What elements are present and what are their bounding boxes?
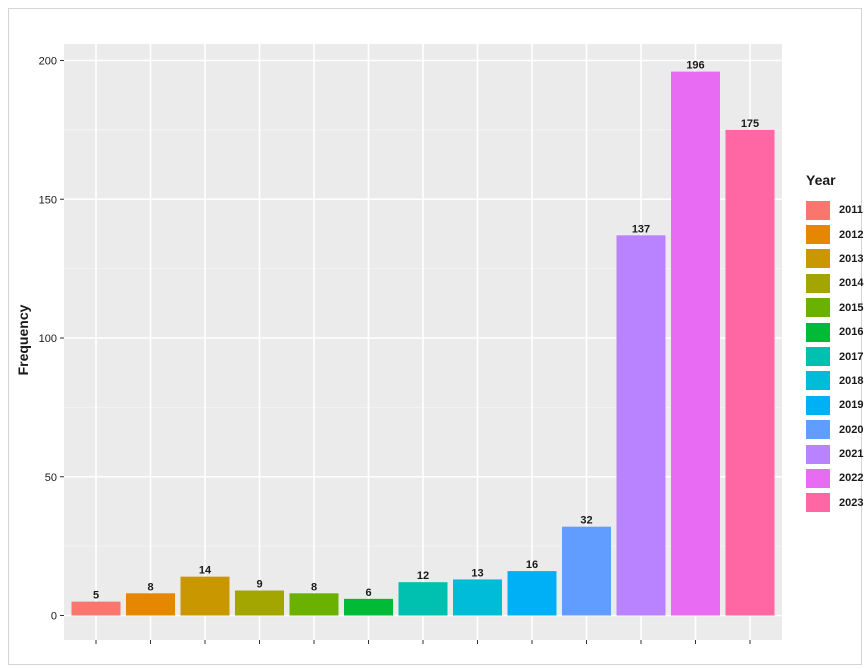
bar-2012 [126,593,175,616]
bar-2020 [562,526,611,616]
legend-swatch [806,249,830,269]
legend-title: Year [806,172,836,188]
legend-label: 2014 [839,277,864,290]
data-label-2018: 13 [471,567,483,579]
y-tick-label: 200 [39,56,57,68]
legend-swatch [806,395,830,415]
legend-item-2020: 2020 [806,418,863,442]
legend-item-2017: 2017 [806,344,863,368]
legend-label: 2021 [839,448,864,461]
x-axis [95,640,751,644]
legend-item-2018: 2018 [806,369,863,393]
legend-item-2022: 2022 [806,466,863,490]
data-labels: 5 8 14 9 8 6 12 13 16 32 137 196 175 [93,60,759,602]
legend-swatch [806,322,830,342]
legend-label: 2011 [839,204,863,217]
legend-label: 2013 [839,252,864,265]
data-label-2013: 14 [199,565,212,577]
legend-label: 2012 [839,228,864,241]
legend-label: 2020 [839,423,864,436]
bar-2014 [235,590,284,616]
data-label-2011: 5 [93,590,99,602]
legend-item-2016: 2016 [806,320,863,344]
data-label-2022: 196 [686,60,704,72]
bar-2017 [398,582,448,616]
legend-swatch [806,225,830,245]
bar-2013 [180,576,230,616]
legend-label: 2017 [839,350,864,363]
data-label-2015: 8 [311,581,317,593]
legend-swatch [806,493,830,513]
data-label-2019: 16 [526,559,538,571]
legend-item-2023: 2023 [806,491,863,515]
legend-swatch [806,371,830,391]
y-axis: 0 50 100 150 200 [39,56,64,623]
legend-swatch [806,200,830,220]
y-tick-label: 50 [45,472,57,484]
bar-2022 [671,71,720,616]
legend: Year 2011 2012 2013 2014 2015 2016 2017 2018 201… [806,172,863,515]
data-label-2023: 175 [741,118,759,130]
legend-items: 2011 2012 2013 2014 2015 2016 2017 2018 2019 2020… [806,198,863,515]
legend-item-2013: 2013 [806,247,863,271]
legend-swatch [806,420,830,440]
legend-swatch [806,468,830,488]
y-tick-label: 0 [51,611,57,623]
bar-2016 [344,598,393,616]
y-tick-label: 100 [39,333,57,345]
bar-2021 [616,235,666,616]
y-axis-title: Frequency [15,304,31,375]
bar-2011 [71,601,121,616]
legend-item-2019: 2019 [806,393,863,417]
y-tick-label: 150 [39,194,57,206]
legend-label: 2022 [839,472,864,485]
data-label-2016: 6 [365,587,371,599]
legend-item-2015: 2015 [806,296,863,320]
legend-swatch [806,298,830,318]
bar-2023 [725,129,775,616]
legend-item-2014: 2014 [806,271,863,295]
data-label-2014: 9 [256,579,262,591]
legend-swatch [806,347,830,367]
legend-swatch [806,444,830,464]
bar-2019 [507,571,557,616]
legend-label: 2015 [839,301,864,314]
data-label-2017: 12 [417,570,429,582]
legend-swatch [806,273,830,293]
legend-label: 2018 [839,374,864,387]
legend-item-2021: 2021 [806,442,863,466]
legend-label: 2016 [839,326,864,339]
bar-2018 [453,579,502,616]
legend-item-2011: 2011 [806,198,863,222]
legend-label: 2019 [839,399,864,412]
bars [71,71,775,616]
bar-2015 [289,593,339,616]
data-label-2012: 8 [147,581,153,593]
data-label-2021: 137 [632,223,650,235]
data-label-2020: 32 [580,515,592,527]
legend-label: 2023 [839,496,864,509]
legend-item-2012: 2012 [806,222,863,246]
